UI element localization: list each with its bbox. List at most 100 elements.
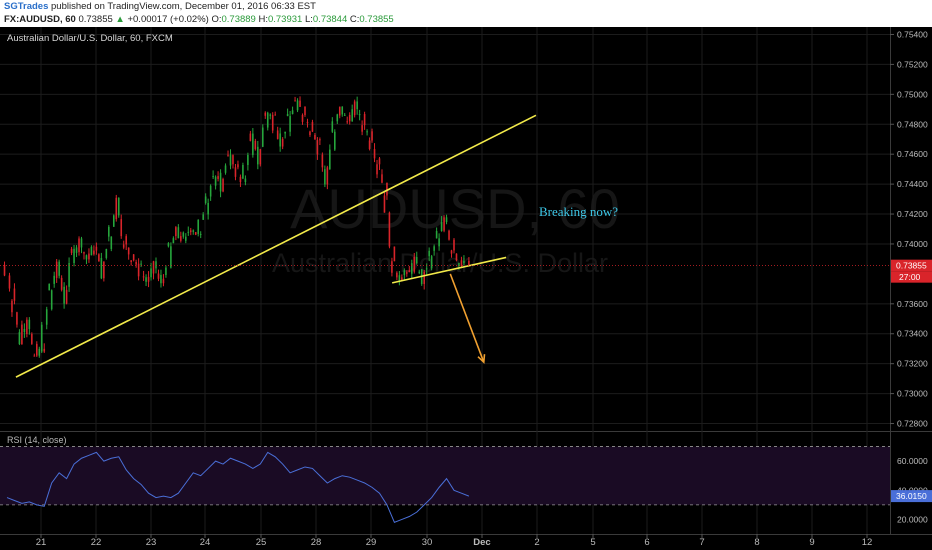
candle-body [122, 244, 125, 248]
candlestick-series [3, 96, 470, 358]
candle-body [311, 121, 314, 132]
x-tick-label: 22 [91, 537, 102, 548]
candle-body [142, 276, 145, 278]
candle-body [247, 154, 249, 166]
candle-body [324, 169, 326, 185]
low-value: 0.73844 [312, 14, 348, 25]
drawings-layer[interactable]: Breaking now? [15, 114, 618, 378]
candle-body [264, 112, 267, 116]
candle-body [408, 270, 411, 273]
candle-body [321, 154, 324, 168]
candle-body [453, 239, 455, 251]
candle-body [336, 114, 339, 122]
price-chart[interactable]: AUDUSD, 60 Australian Dollar/U.S. Dollar… [0, 27, 932, 550]
candle-body [326, 167, 329, 185]
candle-body [358, 114, 361, 116]
candle-body [381, 174, 383, 183]
candle-body [140, 263, 142, 265]
candle-body [75, 247, 78, 253]
candle-body [202, 214, 204, 220]
candle-body [28, 319, 31, 329]
candle-body [415, 257, 418, 264]
candle-body [269, 114, 272, 116]
candle-body [445, 217, 448, 222]
current-price-box [891, 259, 932, 272]
candle-body [391, 261, 393, 273]
x-tick-label: 23 [146, 537, 157, 548]
x-tick-label: 6 [644, 537, 649, 548]
candle-body [145, 277, 147, 282]
candle-body [209, 185, 212, 197]
candle-body [428, 250, 430, 257]
low-label: L: [304, 14, 313, 25]
candle-body [294, 100, 296, 102]
candle-body [80, 238, 83, 248]
rsi-tick-label: 20.0000 [897, 514, 928, 524]
candle-body [450, 250, 453, 254]
candle-body [361, 125, 363, 132]
candle-body [237, 164, 239, 168]
author-name[interactable]: SGTrades [4, 1, 49, 12]
open-value: 0.73889 [221, 14, 256, 25]
candle-body [239, 176, 242, 183]
candle-body [21, 324, 23, 344]
candle-body [383, 195, 386, 213]
candle-body [316, 140, 319, 155]
candle-body [458, 263, 460, 267]
y-tick-label: 0.74800 [897, 119, 928, 129]
candle-body [207, 202, 209, 215]
candle-body [252, 133, 254, 155]
y-tick-label: 0.74600 [897, 149, 928, 159]
candle-body [3, 264, 6, 276]
candle-body [304, 106, 306, 115]
candle-body [40, 324, 43, 352]
candle-body [197, 219, 200, 234]
candle-body [435, 231, 438, 239]
candle-body [60, 277, 63, 290]
candle-body [199, 233, 202, 235]
candle-body [366, 131, 368, 133]
candle-body [83, 252, 85, 254]
candle-body [16, 312, 18, 325]
candle-body [160, 274, 162, 284]
annotation-text: Breaking now? [539, 204, 618, 219]
high-value: 0.73931 [267, 14, 303, 25]
y-tick-label: 0.73600 [897, 299, 928, 309]
candle-body [224, 165, 227, 173]
candle-body [274, 114, 276, 116]
y-tick-label: 0.74200 [897, 209, 928, 219]
candle-body [371, 131, 373, 141]
candle-body [249, 133, 252, 141]
symbol-label[interactable]: FX:AUDUSD, 60 [4, 14, 76, 25]
chart-header: SGTrades published on TradingView.com, D… [0, 0, 932, 27]
candle-body [433, 246, 435, 251]
candle-body [150, 268, 152, 278]
arrow-head [477, 354, 486, 364]
candle-body [425, 268, 428, 270]
y-tick-label: 0.73200 [897, 359, 928, 369]
candle-body [189, 230, 192, 233]
y-tick-label: 0.74400 [897, 179, 928, 189]
candle-body [110, 236, 113, 250]
publish-info: SGTrades published on TradingView.com, D… [4, 1, 316, 12]
candle-body [31, 334, 33, 344]
candle-body [460, 260, 463, 267]
candle-body [401, 277, 403, 282]
candle-body [58, 261, 60, 276]
candle-body [45, 309, 48, 325]
candle-body [296, 100, 299, 111]
axes-layer: 21 22 23 24 25 28 29 30 Dec 2 5 6 7 8 9 120.754000.7520… [0, 29, 932, 548]
candle-body [172, 238, 175, 244]
published-text: published on TradingView.com, December 0… [51, 1, 316, 12]
candle-body [38, 348, 41, 356]
candle-body [63, 286, 65, 304]
candle-body [43, 348, 46, 352]
x-tick-label: 25 [256, 537, 267, 548]
x-tick-label: 5 [590, 537, 595, 548]
candle-body [413, 257, 416, 272]
candle-body [36, 343, 38, 356]
candle-body [244, 178, 247, 183]
candle-body [299, 100, 301, 107]
candle-body [8, 275, 11, 289]
watermark-symbol: AUDUSD, 60 [290, 177, 620, 240]
